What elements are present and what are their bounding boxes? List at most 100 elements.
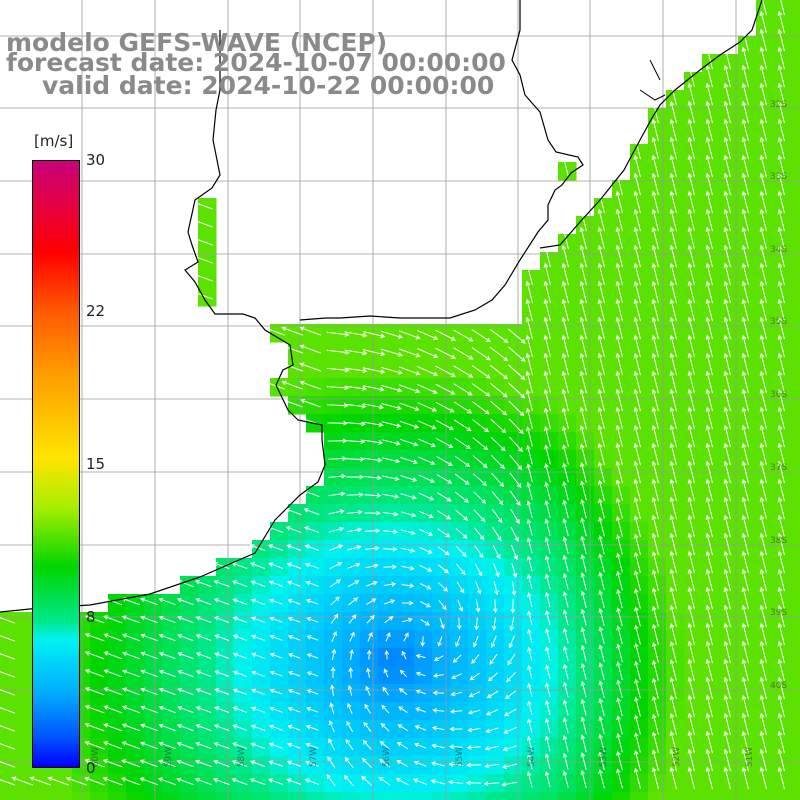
- wind-arrow: [669, 136, 677, 160]
- wind-arrow: [84, 723, 105, 732]
- wind-arrow: [543, 407, 551, 429]
- wind-arrow: [299, 326, 322, 336]
- wind-arrow: [269, 724, 283, 731]
- wind-arrow: [633, 244, 641, 268]
- wind-arrow: [509, 490, 521, 507]
- wind-arrow: [723, 388, 731, 412]
- wind-arrow: [562, 627, 569, 644]
- wind-arrow: [490, 635, 497, 648]
- wind-arrow: [561, 262, 569, 286]
- wind-arrow: [0, 725, 16, 732]
- wind-arrow: [669, 154, 677, 178]
- wind-arrow: [331, 648, 337, 660]
- wind-arrow: [545, 609, 551, 626]
- wind-arrow: [669, 190, 677, 214]
- wind-arrow: [158, 651, 176, 660]
- wind-arrow: [361, 757, 372, 768]
- wind-arrow: [759, 550, 767, 574]
- wind-arrow: [84, 651, 105, 660]
- wind-arrow: [633, 749, 641, 771]
- wind-arrow: [543, 334, 551, 358]
- latitude-label: 36S: [770, 390, 788, 400]
- wind-arrow: [562, 554, 569, 572]
- wind-arrow: [250, 616, 265, 623]
- speed-cell: [108, 792, 127, 800]
- wind-arrow: [103, 741, 123, 750]
- wind-arrow: [741, 100, 749, 124]
- wind-arrow: [687, 154, 695, 178]
- wind-arrow: [777, 100, 785, 124]
- wind-arrow: [598, 498, 605, 519]
- wind-arrow: [287, 706, 301, 713]
- wind-arrow: [437, 564, 450, 574]
- wind-arrow: [489, 364, 509, 380]
- wind-arrow: [158, 615, 176, 624]
- wind-arrow: [777, 568, 785, 592]
- wind-arrow: [777, 424, 785, 448]
- colorbar-tick-label: 8: [86, 608, 96, 626]
- wind-arrow: [741, 730, 749, 754]
- wind-arrow: [490, 400, 508, 416]
- wind-arrow: [346, 527, 363, 533]
- speed-cell: [198, 792, 217, 800]
- wind-arrow: [777, 622, 785, 646]
- wind-arrow: [525, 352, 533, 376]
- wind-arrow: [777, 604, 785, 628]
- wind-arrow: [84, 615, 105, 624]
- wind-arrow: [213, 616, 230, 623]
- wind-arrow: [491, 617, 497, 631]
- wind-arrow: [395, 777, 409, 786]
- wind-arrow: [471, 654, 480, 665]
- speed-cell: [792, 576, 800, 595]
- wind-arrow: [507, 364, 526, 381]
- wind-arrow: [437, 546, 450, 556]
- wind-arrow: [687, 334, 695, 358]
- wind-arrow: [437, 636, 443, 647]
- wind-arrow: [759, 676, 767, 700]
- wind-arrow: [158, 597, 176, 606]
- wind-arrow: [140, 723, 158, 732]
- wind-arrow: [741, 640, 749, 664]
- wind-arrow: [176, 759, 194, 768]
- colorbar-tick-label: 22: [86, 302, 106, 320]
- wind-arrow: [616, 750, 623, 771]
- wind-arrow: [417, 384, 438, 394]
- wind-arrow: [506, 672, 516, 683]
- wind-arrow: [777, 694, 785, 718]
- wind-arrow: [561, 370, 569, 394]
- speed-cell: [792, 0, 800, 19]
- wind-arrow: [454, 455, 471, 468]
- wind-arrow: [195, 634, 212, 641]
- wind-arrow: [741, 154, 749, 178]
- wind-arrow: [472, 455, 488, 469]
- wind-arrow: [214, 652, 230, 659]
- wind-arrow: [669, 748, 677, 772]
- wind-arrow: [527, 700, 533, 715]
- speed-cell: [792, 414, 800, 433]
- wind-arrow: [435, 419, 455, 431]
- wind-arrow: [777, 514, 785, 538]
- wind-arrow: [507, 653, 516, 666]
- wind-arrow: [191, 272, 214, 282]
- wind-arrow: [525, 298, 533, 322]
- colorbar: [32, 160, 80, 768]
- wind-arrow: [365, 581, 378, 587]
- wind-arrow: [759, 730, 767, 754]
- wind-arrow: [526, 463, 533, 483]
- wind-arrow: [347, 545, 362, 551]
- wind-arrow: [561, 334, 569, 358]
- wind-arrow: [286, 562, 301, 569]
- wind-arrow: [723, 82, 731, 106]
- wind-arrow: [580, 662, 587, 680]
- wind-arrow: [759, 622, 767, 646]
- wind-arrow: [598, 662, 605, 680]
- wind-arrow: [759, 280, 767, 304]
- wind-arrow: [507, 328, 526, 344]
- wind-arrow: [616, 588, 623, 609]
- wind-arrow: [471, 382, 491, 397]
- wind-arrow: [759, 766, 767, 790]
- wind-arrow: [723, 622, 731, 646]
- wind-arrow: [687, 532, 695, 556]
- wind-arrow: [723, 568, 731, 592]
- wind-arrow: [327, 420, 349, 426]
